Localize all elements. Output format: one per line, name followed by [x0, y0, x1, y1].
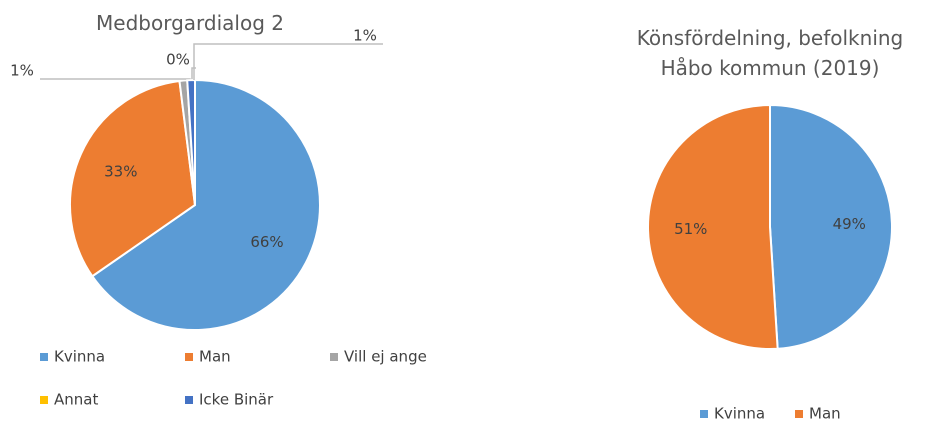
legend-label: Man [199, 348, 231, 366]
legend-swatch [185, 396, 193, 404]
legend-label: Vill ej ange [344, 348, 427, 366]
legend-swatch [40, 353, 48, 361]
legend-swatch [330, 353, 338, 361]
pie-slice [90, 78, 321, 331]
data-label: 49% [833, 215, 866, 233]
legend-swatch [795, 410, 803, 418]
data-label: 1% [10, 62, 34, 80]
leader-line [193, 43, 383, 80]
legend-label: Annat [54, 391, 98, 409]
data-label: 66% [250, 233, 283, 251]
legend-swatch [40, 396, 48, 404]
legend-label: Kvinna [714, 405, 765, 423]
data-label: 51% [674, 220, 707, 238]
data-label: 0% [166, 51, 190, 69]
data-label: 33% [104, 162, 137, 180]
legend-label: Man [809, 405, 841, 423]
pie-slice [69, 79, 197, 278]
chart-title: Medborgardialog 2 [96, 11, 284, 35]
pie-slice [646, 103, 779, 350]
legend-label: Icke Binär [199, 391, 274, 409]
leader-line [40, 78, 191, 81]
pie-slice [769, 103, 893, 350]
legend-swatch [185, 353, 193, 361]
data-label: 1% [353, 27, 377, 45]
legend-swatch [700, 410, 708, 418]
chart-title: Könsfördelning, befolkning Håbo kommun (… [636, 26, 904, 80]
pie-slice [186, 78, 196, 206]
legend-label: Kvinna [54, 348, 105, 366]
